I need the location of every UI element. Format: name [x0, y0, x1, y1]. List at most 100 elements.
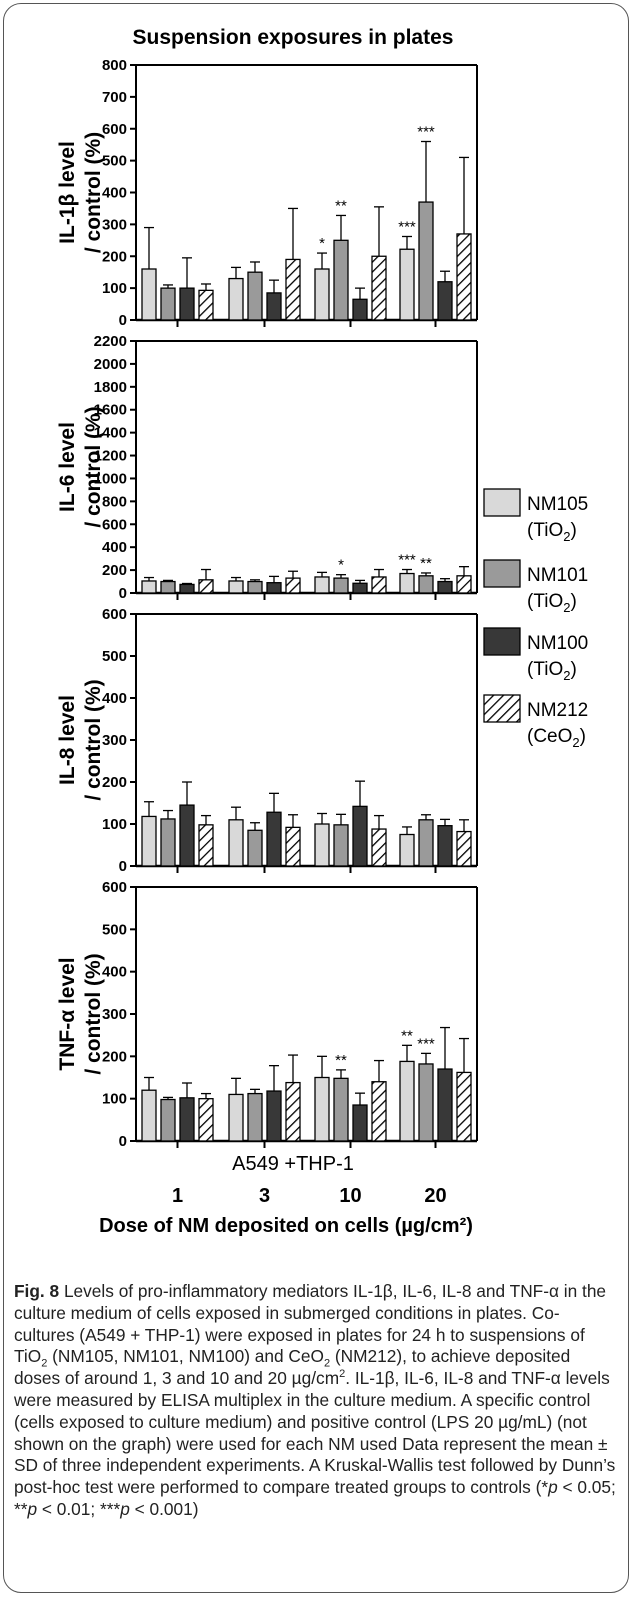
bar — [141, 815, 157, 867]
y-tick-label: 800 — [102, 57, 127, 74]
y-tick-label: 1600 — [94, 402, 127, 419]
significance-label: *** — [417, 1035, 435, 1052]
legend-sublabel: (TiO2) — [527, 591, 577, 615]
y-tick-label: 500 — [102, 153, 127, 170]
bar — [266, 1090, 282, 1142]
bar — [314, 823, 330, 867]
bar — [314, 1076, 330, 1142]
x-category-label: 3 — [259, 1185, 270, 1207]
group-label: A549 +THP-1 — [232, 1153, 354, 1175]
bar — [141, 268, 157, 321]
y-tick-label: 100 — [102, 1091, 127, 1108]
y-axis-label: IL-8 level / control (%) — [56, 679, 105, 800]
legend-label: NM101 — [527, 565, 588, 586]
y-tick-label: 200 — [102, 1048, 127, 1065]
bar — [399, 248, 415, 321]
y-axis-label: IL-6 level / control (%) — [56, 406, 105, 527]
y-tick-label: 200 — [102, 562, 127, 579]
bar — [371, 828, 387, 867]
x-category-label: 10 — [339, 1185, 361, 1207]
significance-label: * — [319, 235, 325, 252]
bar — [285, 258, 301, 321]
y-tick-label: 800 — [102, 493, 127, 510]
bar — [456, 830, 472, 867]
bar — [333, 239, 349, 321]
y-tick-label: 1200 — [94, 448, 127, 465]
bar — [333, 577, 349, 594]
bar — [179, 583, 195, 594]
bar — [285, 1081, 301, 1142]
bar — [352, 298, 368, 321]
panel-2: 0 200 400 600 800 1000 1200 1400 1600 1800 2000 220… — [56, 333, 478, 602]
y-axis-label: TNF-α level / control (%) — [56, 953, 105, 1074]
y-tick-label: 0 — [119, 1133, 127, 1150]
significance-label: ** — [335, 197, 347, 214]
bar — [141, 580, 157, 594]
y-tick-label: 600 — [102, 121, 127, 138]
y-tick-label: 2200 — [94, 333, 127, 350]
legend-swatch — [483, 694, 521, 723]
bar — [179, 1097, 195, 1142]
bar — [247, 829, 263, 867]
y-tick-label: 600 — [102, 516, 127, 533]
bar-chart: Suspension exposures in plates 010020030… — [56, 26, 588, 1237]
bar — [352, 1104, 368, 1142]
bar — [399, 572, 415, 594]
panel-4: 0 100 200 300 400 500 600 TNF-α level / control … — [56, 879, 478, 1150]
bar — [314, 268, 330, 321]
y-tick-label: 400 — [102, 690, 127, 707]
bar — [228, 819, 244, 867]
y-tick-label: 200 — [102, 248, 127, 265]
bar — [228, 580, 244, 594]
bar — [198, 289, 214, 321]
significance-label: ** — [335, 1052, 347, 1069]
x-category-label: 1 — [172, 1185, 183, 1207]
bar — [333, 1077, 349, 1142]
bar — [437, 580, 453, 594]
bar — [247, 1092, 263, 1142]
bar — [333, 824, 349, 867]
significance-label: *** — [398, 552, 416, 569]
bar — [160, 287, 176, 321]
bar — [418, 575, 434, 594]
bar — [418, 1063, 434, 1142]
bar — [228, 277, 244, 321]
y-tick-label: 100 — [102, 816, 127, 833]
y-tick-label: 300 — [102, 732, 127, 749]
figure-frame — [3, 3, 629, 1593]
legend-swatch — [483, 627, 521, 656]
panel-1: 0 100 200 300 400 500 600 700 800 IL-1β level / co… — [56, 57, 478, 329]
legend-label: NM212 — [527, 700, 588, 721]
bar — [266, 292, 282, 321]
y-tick-label: 1000 — [94, 470, 127, 487]
y-tick-label: 700 — [102, 89, 127, 106]
y-tick-label: 200 — [102, 774, 127, 791]
bar — [228, 1093, 244, 1142]
legend-sublabel: (TiO2) — [527, 520, 577, 544]
legend-label: NM105 — [527, 494, 588, 515]
significance-label: ** — [420, 555, 432, 572]
y-tick-label: 400 — [102, 964, 127, 981]
y-tick-label: 300 — [102, 1006, 127, 1023]
y-tick-label: 100 — [102, 280, 127, 297]
bar — [247, 580, 263, 594]
bar — [266, 811, 282, 867]
bar — [179, 287, 195, 321]
bar — [198, 579, 214, 594]
bar — [141, 1089, 157, 1142]
bar — [399, 833, 415, 867]
legend-swatch — [483, 488, 521, 517]
legend-sublabel: (TiO2) — [527, 659, 577, 683]
bar — [352, 582, 368, 594]
bar — [198, 1098, 214, 1142]
bar — [437, 825, 453, 867]
y-tick-label: 500 — [102, 648, 127, 665]
bar — [371, 576, 387, 594]
x-axis-label: Dose of NM deposited on cells (µg/cm²) — [99, 1215, 473, 1237]
bar — [314, 576, 330, 594]
legend-swatch — [483, 559, 521, 588]
significance-label: * — [338, 557, 344, 574]
bar — [437, 1068, 453, 1142]
bar — [247, 271, 263, 321]
bar — [266, 582, 282, 594]
